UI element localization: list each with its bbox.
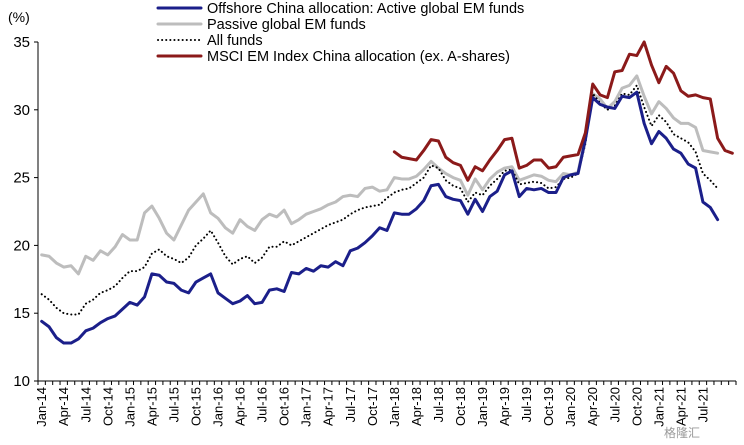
y-tick-label: 10 — [13, 373, 30, 390]
x-tick-label: Jul-21 — [695, 387, 710, 422]
x-tick-label: Jan-20 — [563, 387, 578, 427]
y-axis: 10 15 20 25 30 35 — [13, 34, 38, 390]
x-tick-label: Jul-16 — [255, 387, 270, 422]
x-tick-label: Oct-20 — [629, 387, 644, 426]
plot-area — [40, 40, 734, 345]
x-tick-label: Apr-15 — [144, 387, 159, 426]
x-tick-label: Jan-21 — [651, 387, 666, 427]
y-tick-label: 15 — [13, 305, 30, 322]
x-tick-label: Jul-19 — [519, 387, 534, 422]
x-tick-label: Apr-16 — [233, 387, 248, 426]
x-tick-label: Oct-18 — [453, 387, 468, 426]
legend-label-3: MSCI EM Index China allocation (ex. A-sh… — [207, 49, 510, 65]
legend-label-2: All funds — [207, 33, 263, 49]
x-tick-label: Apr-20 — [585, 387, 600, 426]
series-line-2 — [40, 84, 719, 316]
x-tick-label: Jul-14 — [78, 387, 93, 422]
y-tick-label: 30 — [13, 102, 30, 119]
x-tick-label: Apr-17 — [321, 387, 336, 426]
x-tick-label: Jan-14 — [34, 387, 49, 427]
x-tick-label: Oct-14 — [100, 387, 115, 426]
x-tick-label: Jan-18 — [387, 387, 402, 427]
x-tick-label: Oct-17 — [365, 387, 380, 426]
x-axis: Jan-14 Apr-14 Jul-14 Oct-14 Jan-15 Apr-15 Jul-… — [34, 381, 737, 427]
x-tick-label: Jul-20 — [607, 387, 622, 422]
watermark: 格隆汇 — [664, 425, 700, 440]
x-tick-label: Apr-19 — [497, 387, 512, 426]
x-tick-label: Apr-14 — [56, 387, 71, 426]
x-tick-label: Jul-15 — [166, 387, 181, 422]
series-line-3 — [392, 40, 734, 182]
x-tick-label: Oct-15 — [188, 387, 203, 426]
y-tick-label: 20 — [13, 237, 30, 254]
series-line-0 — [40, 90, 720, 345]
x-tick-label: Oct-19 — [541, 387, 556, 426]
x-tick-label: Jan-17 — [299, 387, 314, 427]
y-axis-unit-label: (%) — [8, 9, 30, 25]
legend-label-1: Passive global EM funds — [207, 17, 366, 33]
x-tick-label: Jan-19 — [475, 387, 490, 427]
x-tick-label: Apr-18 — [409, 387, 424, 426]
x-tick-label: Jul-17 — [343, 387, 358, 422]
legend-label-0: Offshore China allocation: Active global… — [207, 1, 524, 17]
x-tick-label: Jan-16 — [211, 387, 226, 427]
x-tick-label: Jul-18 — [431, 387, 446, 422]
x-tick-label: Jan-15 — [122, 387, 137, 427]
legend: Offshore China allocation: Active global… — [156, 1, 524, 65]
x-tick-label: Apr-21 — [673, 387, 688, 426]
y-tick-label: 25 — [13, 170, 30, 187]
y-tick-label: 35 — [13, 34, 30, 51]
x-tick-label: Oct-16 — [277, 387, 292, 426]
